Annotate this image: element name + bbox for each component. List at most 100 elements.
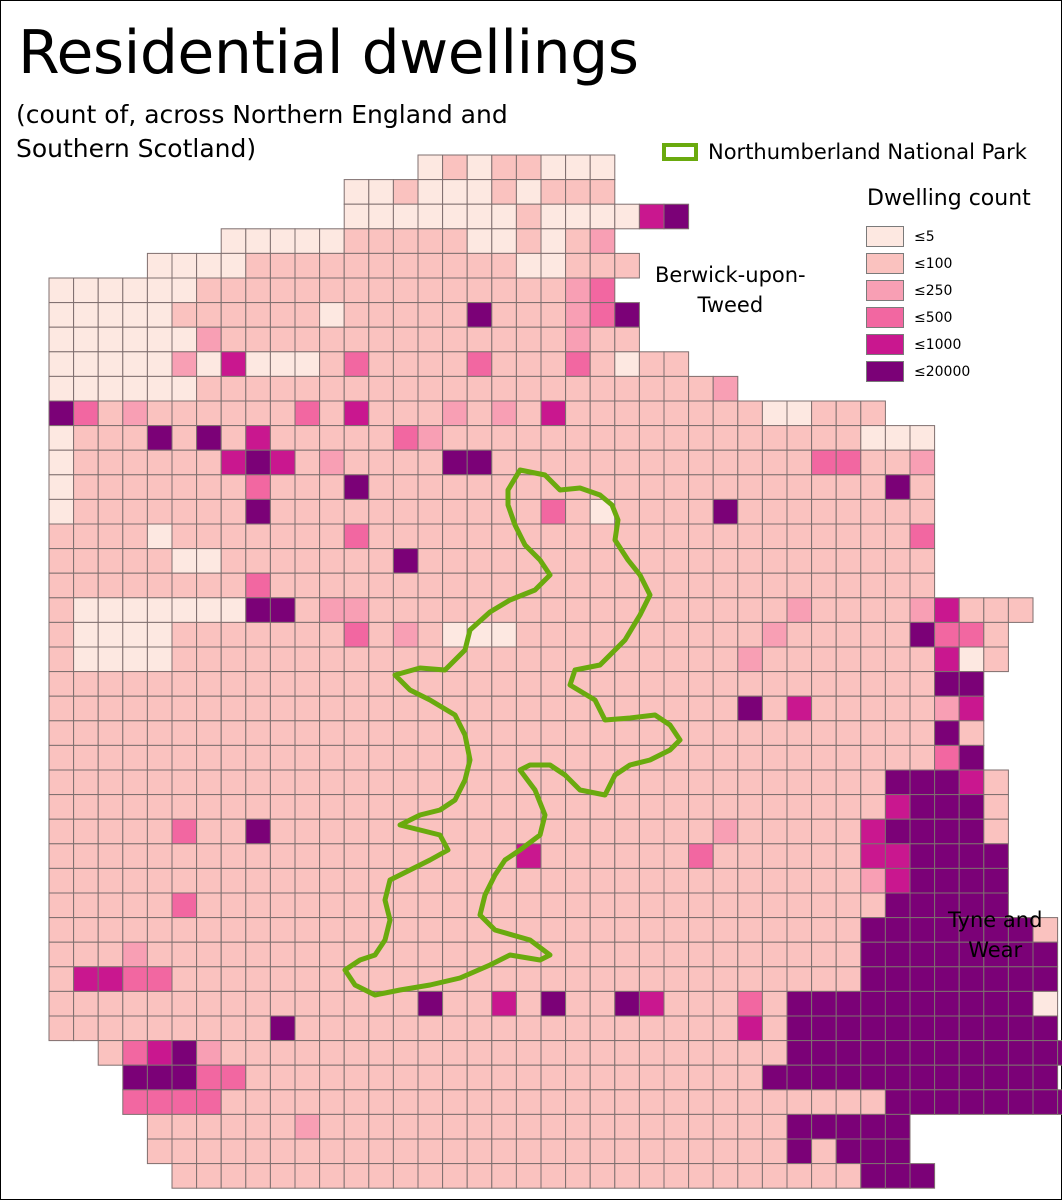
grid-cell [786, 597, 813, 623]
grid-cell [294, 695, 321, 722]
legend-item: ≤5 [866, 223, 970, 250]
grid-cell [442, 425, 468, 451]
grid-cell [786, 449, 813, 476]
grid-cell [491, 646, 517, 673]
grid-cell [884, 1089, 911, 1115]
grid-cell [442, 474, 468, 500]
grid-cell [417, 621, 444, 648]
grid-cell [343, 1089, 370, 1115]
grid-cell [122, 523, 148, 550]
grid-cell [737, 449, 763, 476]
grid-cell [540, 671, 567, 697]
grid-cell [220, 449, 247, 476]
grid-cell [491, 449, 517, 476]
grid-cell [491, 769, 517, 796]
grid-cell [983, 966, 1009, 992]
grid-cell [245, 867, 271, 894]
grid-cell [884, 695, 911, 722]
grid-cell [786, 400, 813, 427]
grid-cell [48, 867, 75, 894]
grid-cell [146, 966, 173, 992]
park-legend: Northumberland National Park [662, 140, 1027, 164]
park-legend-swatch [662, 143, 698, 161]
grid-cell [122, 1089, 148, 1115]
grid-cell [392, 425, 419, 451]
grid-cell [983, 597, 1009, 623]
grid-cell [515, 1163, 542, 1189]
grid-cell [97, 326, 124, 353]
grid-cell [737, 794, 763, 820]
grid-cell [835, 966, 862, 992]
grid-cell [73, 375, 99, 402]
grid-cell [392, 1064, 419, 1091]
grid-cell [565, 203, 591, 230]
grid-cell [515, 1113, 542, 1140]
grid-cell [811, 523, 837, 550]
grid-cell [343, 375, 370, 402]
grid-cell [146, 1040, 173, 1066]
grid-cell [515, 302, 542, 328]
grid-cell [319, 892, 345, 919]
grid-cell [860, 769, 886, 796]
grid-cell [835, 720, 862, 746]
grid-cell [835, 794, 862, 820]
grid-cell [811, 769, 837, 796]
grid-cell [835, 548, 862, 574]
grid-cell [294, 277, 321, 304]
grid-cell [343, 523, 370, 550]
grid-cell [245, 375, 271, 402]
grid-cell [294, 252, 321, 279]
grid-cell [442, 744, 468, 771]
grid-cell [294, 597, 321, 623]
grid-cell [442, 1163, 468, 1189]
grid-cell [737, 818, 763, 845]
grid-cell [688, 1138, 714, 1165]
grid-cell [220, 572, 247, 599]
grid-cell [146, 867, 173, 894]
grid-cell [146, 671, 173, 697]
grid-cell [983, 818, 1009, 845]
grid-cell [614, 867, 640, 894]
grid-cell [343, 867, 370, 894]
grid-cell [466, 1015, 493, 1042]
grid-cell [614, 892, 640, 919]
grid-cell [122, 818, 148, 845]
grid-cell [1007, 1089, 1034, 1115]
grid-cell [515, 646, 542, 673]
grid-cell [811, 425, 837, 451]
grid-cell [442, 326, 468, 353]
grid-cell [97, 523, 124, 550]
grid-cell [319, 351, 345, 377]
grid-cell [614, 794, 640, 820]
grid-cell [884, 1064, 911, 1091]
grid-cell [589, 867, 616, 894]
grid-cell [835, 572, 862, 599]
grid-cell [97, 351, 124, 377]
grid-cell [269, 252, 296, 279]
grid-cell [122, 425, 148, 451]
grid-cell [245, 572, 271, 599]
grid-cell [515, 1089, 542, 1115]
grid-cell [146, 769, 173, 796]
grid-cell [294, 1064, 321, 1091]
grid-cell [589, 990, 616, 1017]
grid-cell [466, 548, 493, 574]
grid-cell [515, 548, 542, 574]
grid-cell [663, 523, 690, 550]
grid-cell [835, 597, 862, 623]
legend-swatch [866, 280, 904, 301]
grid-cell [540, 843, 567, 869]
grid-cell [491, 990, 517, 1017]
grid-cell [638, 1138, 665, 1165]
grid-cell [565, 1163, 591, 1189]
grid-cell [909, 892, 936, 919]
grid-cell [515, 179, 542, 205]
grid-cell [712, 818, 739, 845]
legend-item: ≤20000 [866, 358, 970, 385]
grid-cell [343, 597, 370, 623]
grid-cell [811, 843, 837, 869]
grid-cell [442, 277, 468, 304]
grid-cell [196, 1113, 222, 1140]
grid-cell [368, 1113, 394, 1140]
grid-cell [48, 572, 75, 599]
